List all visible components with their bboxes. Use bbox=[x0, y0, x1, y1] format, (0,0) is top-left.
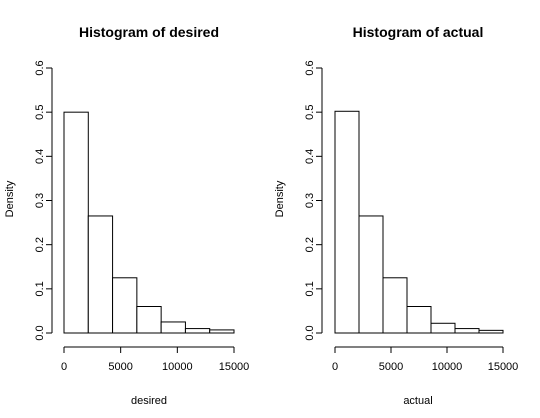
histogram-bar bbox=[430, 322, 456, 334]
x-tick-label: 10000 bbox=[162, 361, 193, 373]
y-tick-label: 0.0 bbox=[34, 325, 46, 340]
x-tick-label: 0 bbox=[61, 361, 67, 373]
y-tick-label: 0.2 bbox=[304, 237, 316, 252]
histogram-bar bbox=[382, 277, 408, 334]
histogram-bar bbox=[112, 277, 138, 334]
y-tick-label: 0.4 bbox=[304, 149, 316, 164]
histogram-bar bbox=[209, 329, 235, 334]
histogram-panel-actual: Histogram of actual actual Density 0 5000… bbox=[274, 24, 518, 407]
chart-title: Histogram of desired bbox=[79, 24, 219, 40]
histogram-bar bbox=[406, 306, 432, 334]
bars bbox=[63, 111, 235, 334]
y-axis-label: Density bbox=[4, 180, 16, 217]
y-axis: 0.0 0.1 0.2 0.3 0.4 0.5 0.6 bbox=[304, 60, 323, 341]
chart-title: Histogram of actual bbox=[353, 24, 484, 40]
histogram-bar bbox=[160, 321, 186, 334]
x-tick-label: 0 bbox=[332, 361, 338, 373]
x-tick-label: 5000 bbox=[108, 361, 132, 373]
x-axis: 0 5000 10000 15000 bbox=[61, 346, 250, 373]
x-tick-label: 5000 bbox=[379, 361, 403, 373]
histogram-bar bbox=[184, 328, 211, 334]
histogram-panel-desired: Histogram of desired desired Density 0 50… bbox=[4, 24, 249, 407]
y-tick-label: 0.5 bbox=[34, 105, 46, 120]
histogram-bar bbox=[358, 215, 384, 334]
x-tick-label: 15000 bbox=[219, 361, 250, 373]
histogram-bar bbox=[334, 110, 360, 334]
histogram-bar bbox=[478, 329, 504, 334]
histogram-bar bbox=[136, 306, 162, 334]
y-tick-label: 0.4 bbox=[34, 149, 46, 164]
x-axis-label: actual bbox=[403, 395, 432, 407]
bars bbox=[334, 110, 504, 334]
y-tick-label: 0.1 bbox=[34, 281, 46, 296]
x-axis-label: desired bbox=[131, 395, 167, 407]
y-tick-label: 0.1 bbox=[304, 281, 316, 296]
histogram-bar bbox=[454, 328, 480, 334]
x-tick-label: 15000 bbox=[488, 361, 519, 373]
y-tick-label: 0.2 bbox=[34, 237, 46, 252]
y-tick-label: 0.5 bbox=[304, 105, 316, 120]
y-axis-label: Density bbox=[274, 180, 286, 217]
y-tick-label: 0.6 bbox=[304, 60, 316, 75]
y-tick-label: 0.3 bbox=[304, 193, 316, 208]
y-tick-label: 0.3 bbox=[34, 193, 46, 208]
histogram-bar bbox=[87, 215, 114, 334]
y-tick-label: 0.0 bbox=[304, 325, 316, 340]
x-axis: 0 5000 10000 15000 bbox=[332, 346, 519, 373]
y-axis: 0.0 0.1 0.2 0.3 0.4 0.5 0.6 bbox=[34, 60, 53, 341]
histogram-bar bbox=[63, 111, 89, 334]
y-tick-label: 0.6 bbox=[34, 60, 46, 75]
x-tick-label: 10000 bbox=[432, 361, 463, 373]
